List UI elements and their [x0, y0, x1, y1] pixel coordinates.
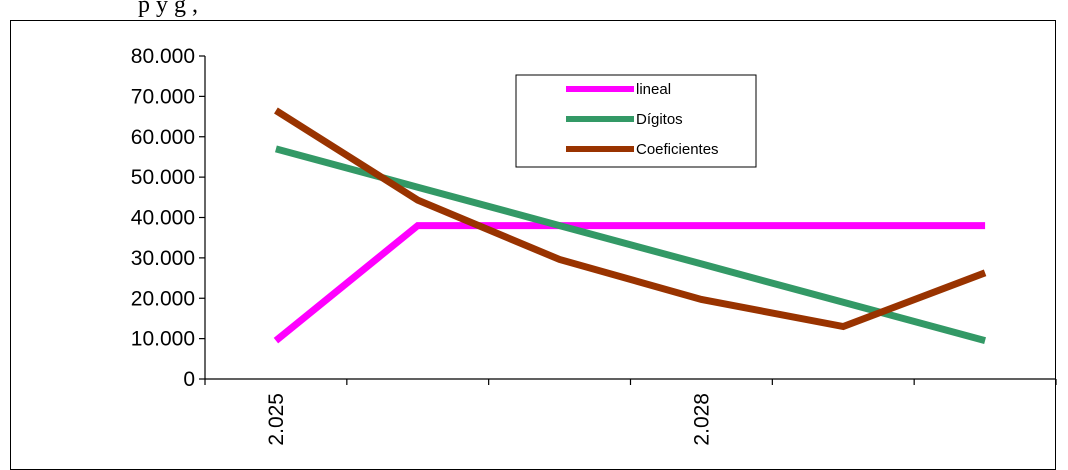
y-tick-label: 20.000: [131, 287, 195, 310]
y-tick-label: 40.000: [131, 207, 195, 230]
legend: lineal Dígitos Coeficientes: [515, 74, 757, 168]
y-tick-label: 10.000: [131, 328, 195, 351]
x-tick-label: 2.025: [265, 393, 288, 446]
series-line-d-gitos: [275, 145, 986, 345]
y-axis-ticks: 0 10.000 20.000 30.000 40.000 50.000 60.000 70.…: [131, 45, 205, 391]
legend-label: lineal: [636, 81, 671, 98]
x-tick-label: 2.028: [690, 393, 713, 446]
y-tick-label: 50.000: [131, 166, 195, 189]
series-line-coeficientes: [274, 107, 987, 331]
y-tick-label: 80.000: [131, 45, 195, 68]
legend-box: [515, 74, 757, 168]
series-line-lineal: [273, 222, 986, 344]
document-text-fragment: p y g ,: [138, 0, 198, 18]
y-tick-label: 30.000: [131, 247, 195, 270]
legend-label: Dígitos: [636, 111, 683, 128]
x-axis-ticks: 2.025 2.028: [204, 379, 1057, 446]
legend-label: Coeficientes: [636, 141, 719, 158]
series-layer: [273, 107, 987, 345]
y-tick-label: 60.000: [131, 126, 195, 149]
y-tick-label: 70.000: [131, 85, 195, 108]
y-tick-label: 0: [183, 368, 195, 391]
